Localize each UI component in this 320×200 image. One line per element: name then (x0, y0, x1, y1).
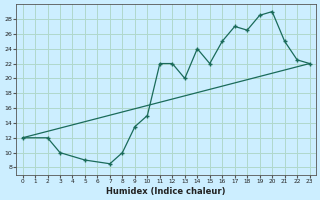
X-axis label: Humidex (Indice chaleur): Humidex (Indice chaleur) (106, 187, 226, 196)
